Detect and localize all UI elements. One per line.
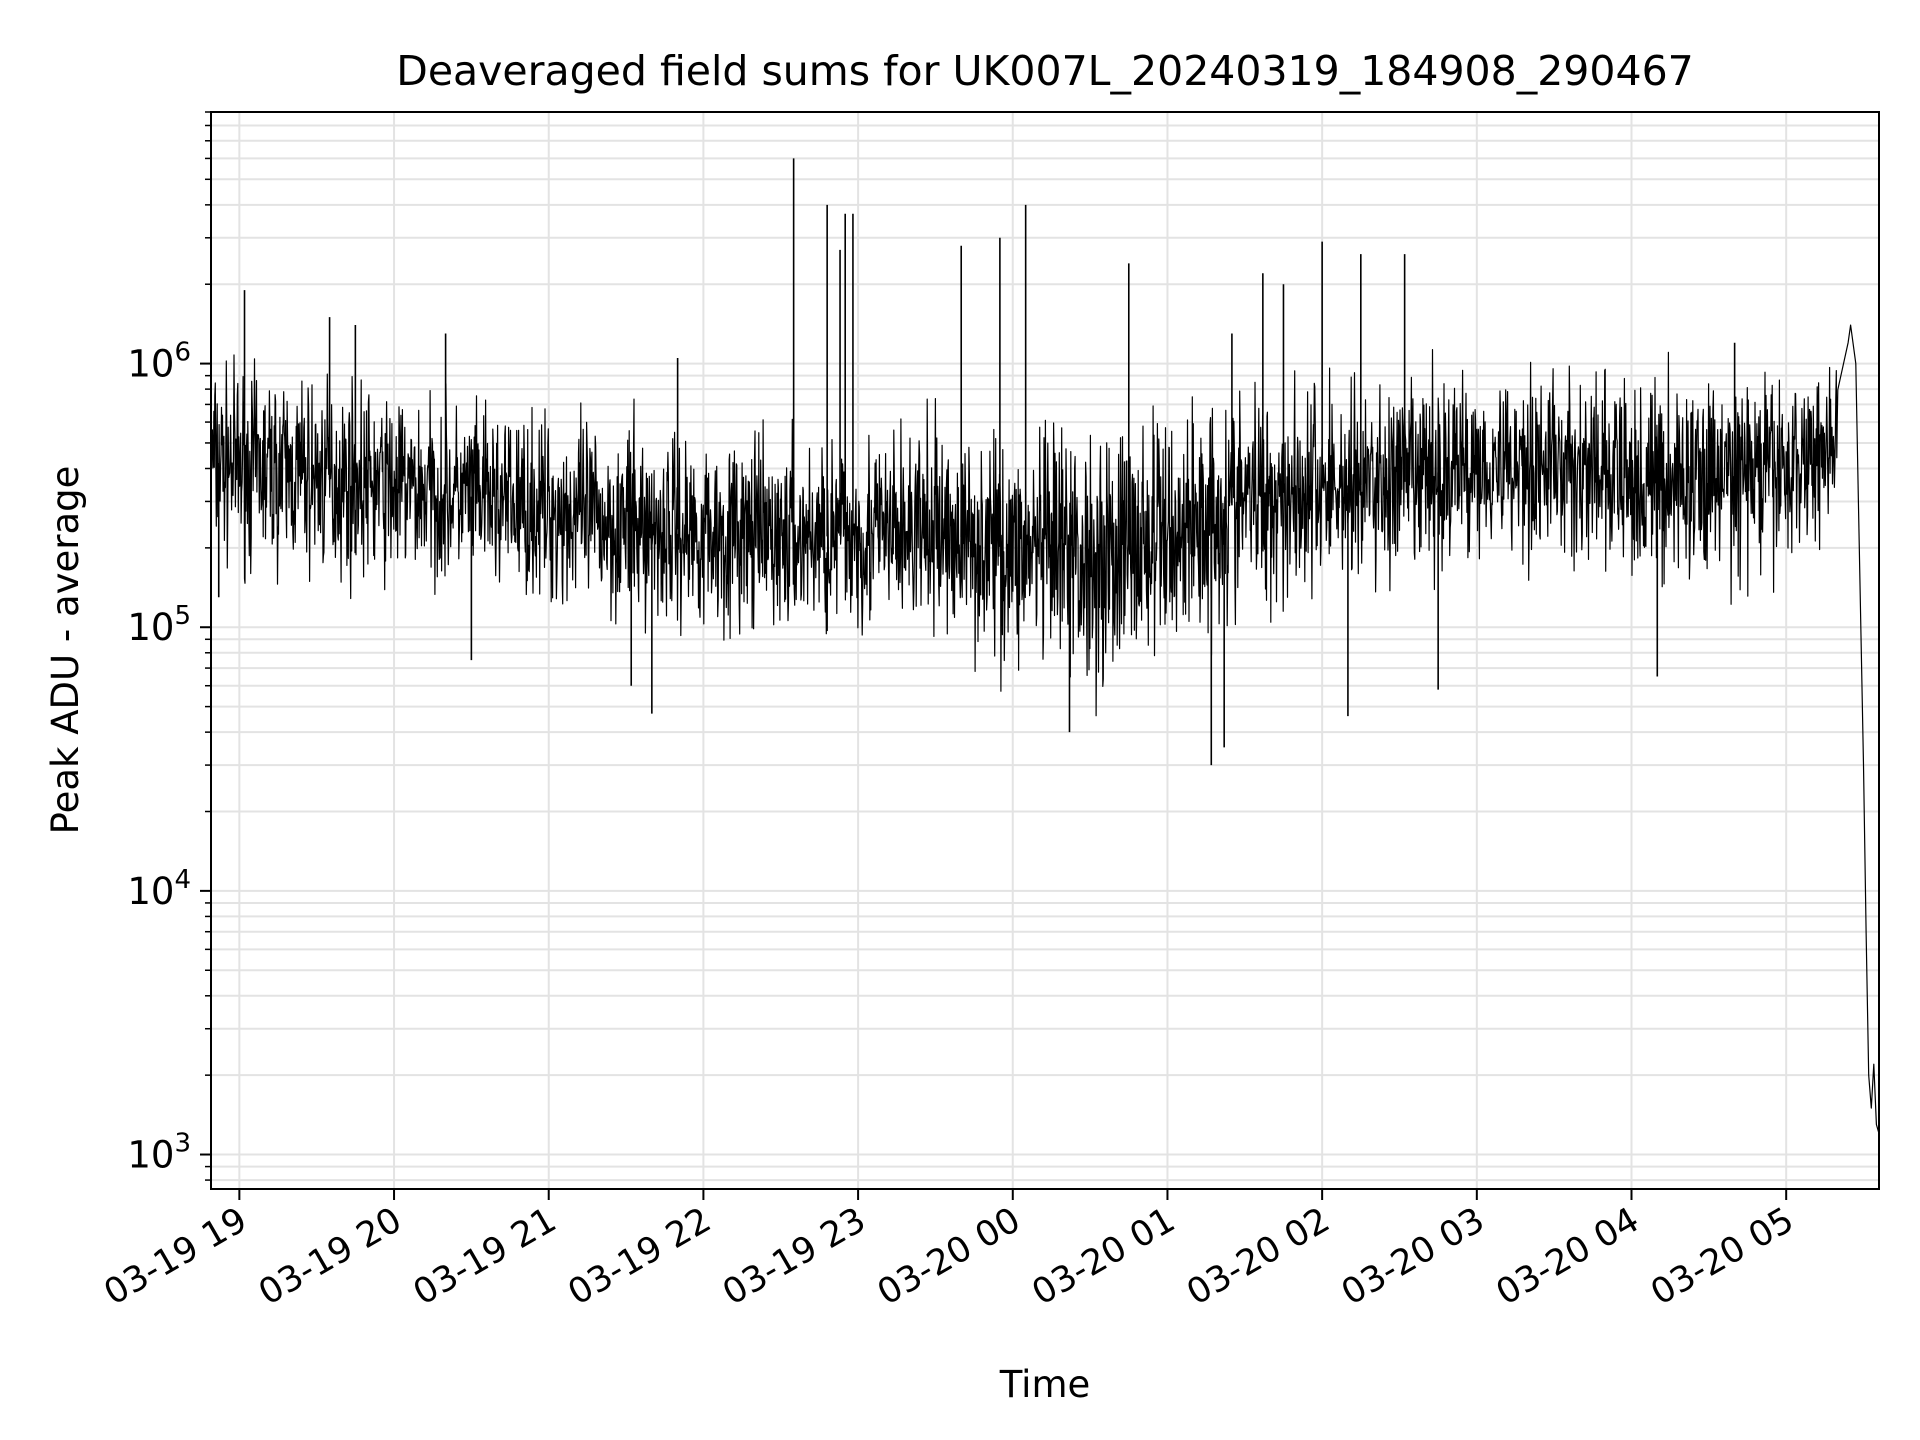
y-tick-base: 10 — [127, 1134, 174, 1177]
y-tick-label: 105 — [127, 601, 191, 649]
y-tick-base: 10 — [127, 606, 174, 649]
y-tick-base: 10 — [127, 870, 174, 913]
y-tick-label: 103 — [127, 1129, 191, 1177]
y-tick-exponent: 6 — [174, 338, 191, 368]
y-tick-exponent: 4 — [174, 865, 191, 895]
x-axis-label: Time — [999, 1363, 1091, 1406]
plot-area — [211, 158, 1879, 1134]
y-tick-exponent: 3 — [174, 1129, 191, 1159]
y-tick-base: 10 — [127, 343, 174, 386]
series-line — [211, 324, 1879, 1134]
y-axis-label: Peak ADU - average — [44, 466, 87, 835]
chart-title: Deaveraged field sums for UK007L_2024031… — [396, 47, 1694, 95]
y-tick-label: 104 — [127, 865, 191, 913]
series-layer — [211, 158, 1879, 1134]
axes-frame — [210, 111, 1880, 1190]
y-tick-label: 106 — [127, 338, 191, 386]
y-tick-exponent: 5 — [174, 601, 191, 631]
